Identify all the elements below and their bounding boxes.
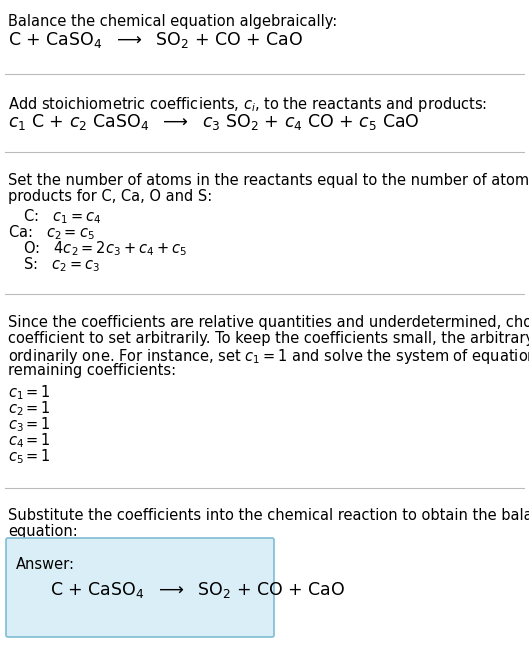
Text: $c_2 = 1$: $c_2 = 1$ <box>8 399 51 418</box>
Text: $c_1$ C + $c_2$ CaSO$_4$  $\longrightarrow$  $c_3$ SO$_2$ + $c_4$ CO + $c_5$ CaO: $c_1$ C + $c_2$ CaSO$_4$ $\longrightarro… <box>8 112 419 132</box>
Text: O:   $4 c_2 = 2 c_3 + c_4 + c_5$: O: $4 c_2 = 2 c_3 + c_4 + c_5$ <box>14 239 187 258</box>
Text: C + CaSO$_4$  $\longrightarrow$  SO$_2$ + CO + CaO: C + CaSO$_4$ $\longrightarrow$ SO$_2$ + … <box>8 30 303 50</box>
Text: products for C, Ca, O and S:: products for C, Ca, O and S: <box>8 189 212 204</box>
Text: $c_4 = 1$: $c_4 = 1$ <box>8 431 51 450</box>
Text: C:   $c_1 = c_4$: C: $c_1 = c_4$ <box>14 207 101 226</box>
Text: $c_5 = 1$: $c_5 = 1$ <box>8 447 51 466</box>
Text: Substitute the coefficients into the chemical reaction to obtain the balanced: Substitute the coefficients into the che… <box>8 508 529 523</box>
Text: $c_3 = 1$: $c_3 = 1$ <box>8 415 51 433</box>
Text: Ca:   $c_2 = c_5$: Ca: $c_2 = c_5$ <box>8 223 95 242</box>
Text: ordinarily one. For instance, set $c_1 = 1$ and solve the system of equations fo: ordinarily one. For instance, set $c_1 =… <box>8 347 529 366</box>
Text: C + CaSO$_4$  $\longrightarrow$  SO$_2$ + CO + CaO: C + CaSO$_4$ $\longrightarrow$ SO$_2$ + … <box>50 580 345 600</box>
Text: S:   $c_2 = c_3$: S: $c_2 = c_3$ <box>14 255 100 274</box>
Text: Add stoichiometric coefficients, $c_i$, to the reactants and products:: Add stoichiometric coefficients, $c_i$, … <box>8 95 487 114</box>
Text: Balance the chemical equation algebraically:: Balance the chemical equation algebraica… <box>8 14 338 29</box>
FancyBboxPatch shape <box>6 538 274 637</box>
Text: equation:: equation: <box>8 524 78 539</box>
Text: Set the number of atoms in the reactants equal to the number of atoms in the: Set the number of atoms in the reactants… <box>8 173 529 188</box>
Text: $c_1 = 1$: $c_1 = 1$ <box>8 383 51 402</box>
Text: remaining coefficients:: remaining coefficients: <box>8 363 176 378</box>
Text: Answer:: Answer: <box>16 557 75 572</box>
Text: coefficient to set arbitrarily. To keep the coefficients small, the arbitrary va: coefficient to set arbitrarily. To keep … <box>8 331 529 346</box>
Text: Since the coefficients are relative quantities and underdetermined, choose a: Since the coefficients are relative quan… <box>8 315 529 330</box>
